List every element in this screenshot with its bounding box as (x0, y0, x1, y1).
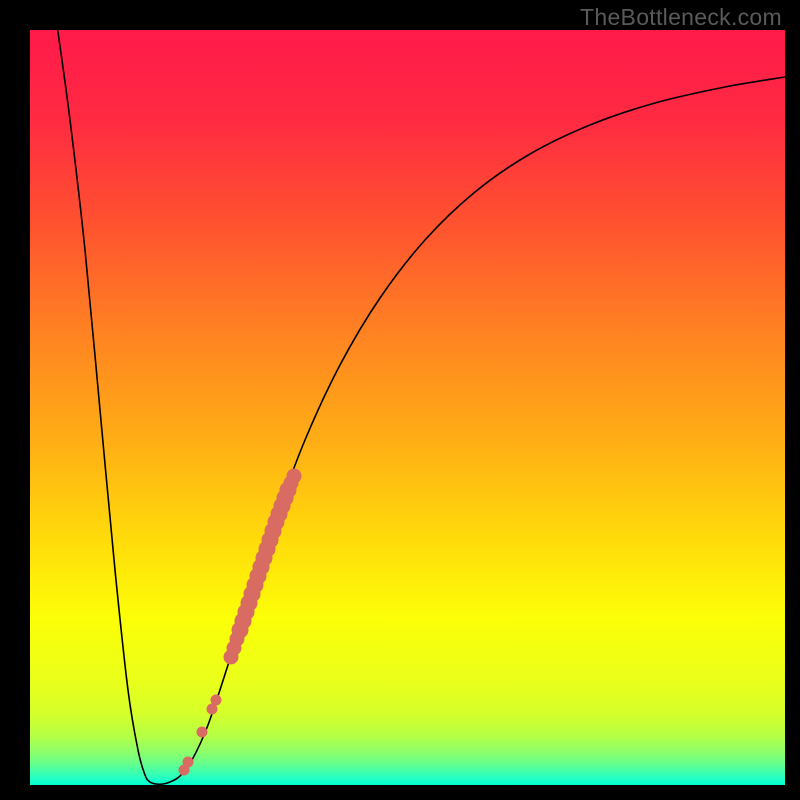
data-markers (179, 469, 301, 775)
chart-container: TheBottleneck.com (0, 0, 800, 800)
bottleneck-curve (57, 30, 785, 784)
data-point (197, 727, 207, 737)
data-point (207, 704, 217, 714)
data-point (183, 757, 193, 767)
plot-area (30, 30, 785, 785)
curve-layer (30, 30, 785, 785)
watermark-text: TheBottleneck.com (580, 4, 782, 31)
data-point (211, 695, 221, 705)
data-point (287, 469, 301, 483)
